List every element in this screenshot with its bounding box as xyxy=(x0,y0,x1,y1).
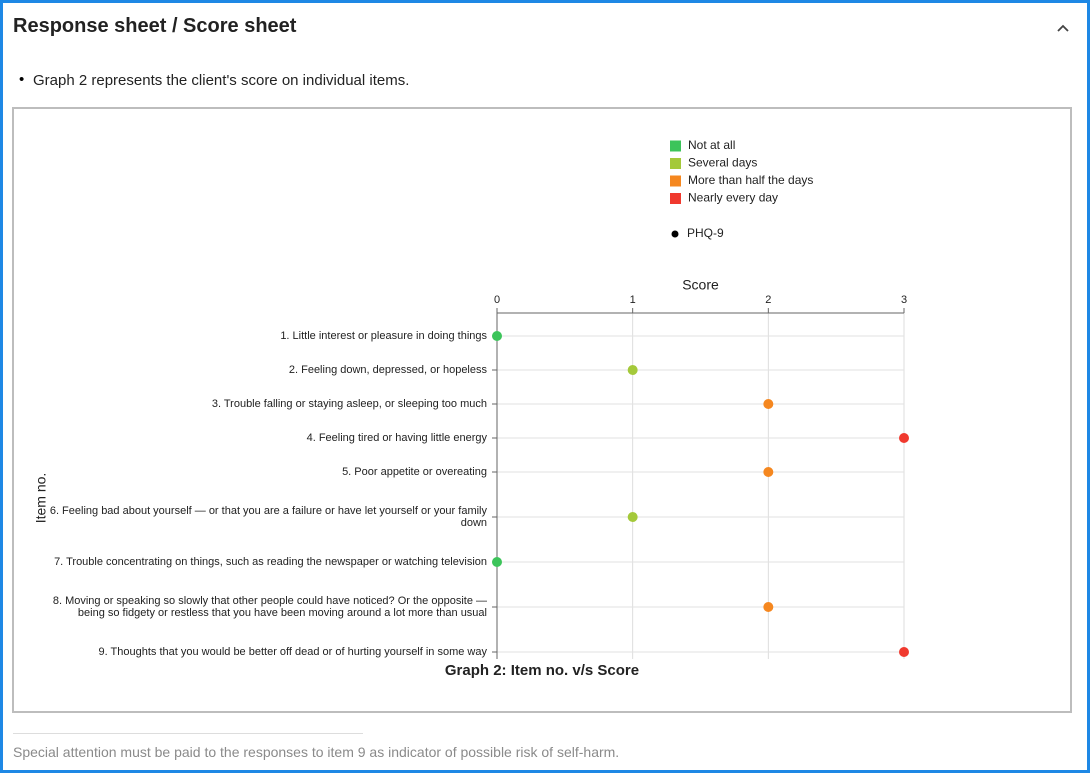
legend-label: More than half the days xyxy=(688,173,813,187)
x-tick-label: 3 xyxy=(901,294,907,306)
y-tick-label: 7. Trouble concentrating on things, such… xyxy=(54,556,487,568)
divider xyxy=(13,733,363,734)
chart-frame xyxy=(12,107,1072,713)
y-tick-label: 6. Feeling bad about yourself — or that … xyxy=(49,505,487,529)
x-axis-title: Score xyxy=(682,277,719,293)
bullet-text: Graph 2 represents the client's score on… xyxy=(33,72,410,89)
x-tick-label: 1 xyxy=(630,294,636,306)
legend-label: Several days xyxy=(688,156,757,170)
x-tick-label: 0 xyxy=(494,294,500,306)
y-axis-title: Item no. xyxy=(33,473,49,524)
bullet-dot: • xyxy=(19,71,25,88)
y-tick-label: 8. Moving or speaking so slowly that oth… xyxy=(52,595,487,619)
data-point xyxy=(763,399,774,409)
data-point xyxy=(763,467,774,477)
legend-swatch xyxy=(670,158,681,169)
x-tick-label: 2 xyxy=(765,294,771,306)
y-tick-label: 5. Poor appetite or overeating xyxy=(342,466,487,478)
data-point xyxy=(899,433,909,443)
legend-swatch xyxy=(670,175,681,187)
footnote: Special attention must be paid to the re… xyxy=(13,744,620,760)
data-point xyxy=(627,365,638,375)
chart: Not at all Several days More than half the… xyxy=(12,107,1072,713)
legend-marker xyxy=(671,230,679,238)
legend-swatch xyxy=(670,140,681,152)
y-tick-label: 1. Little interest or pleasure in doing … xyxy=(280,330,487,342)
y-tick-label: 9. Thoughts that you would be better off… xyxy=(98,646,488,658)
legend-label: Nearly every day xyxy=(688,191,778,205)
y-tick-label: 4. Feeling tired or having little energy xyxy=(306,432,487,444)
data-point xyxy=(492,557,502,567)
legend-label: Not at all xyxy=(688,138,735,152)
section-title: Response sheet / Score sheet xyxy=(13,15,297,37)
chart-title: Graph 2: Item no. v/s Score xyxy=(445,662,639,679)
data-point xyxy=(763,602,774,612)
legend-label: PHQ-9 xyxy=(687,226,724,240)
data-point xyxy=(627,512,638,522)
legend-swatch xyxy=(670,193,681,204)
collapse-button[interactable] xyxy=(1055,21,1071,37)
data-point xyxy=(899,647,909,657)
y-tick-label: 3. Trouble falling or staying asleep, or… xyxy=(211,398,487,410)
y-tick-label: 2. Feeling down, depressed, or hopeless xyxy=(288,364,487,376)
data-point xyxy=(492,331,502,341)
